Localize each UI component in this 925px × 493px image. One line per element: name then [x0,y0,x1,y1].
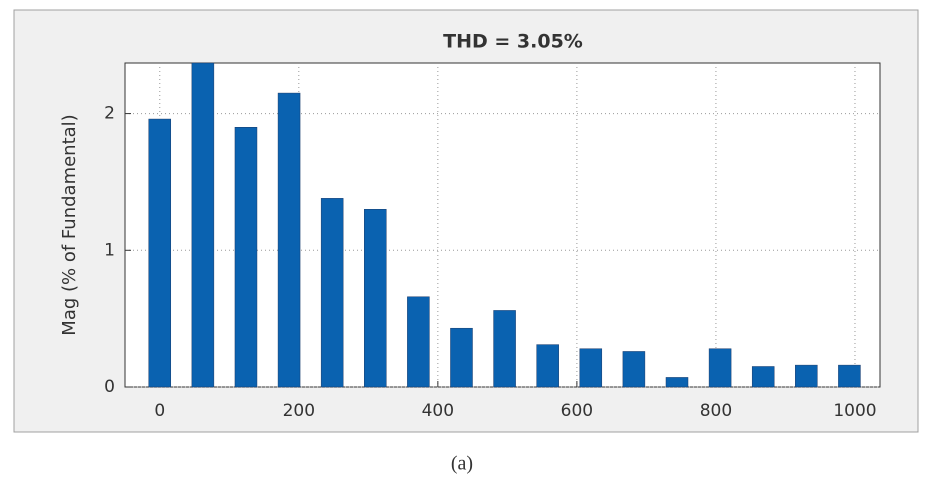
bar [234,127,258,388]
bar [751,366,775,388]
bar [148,118,172,388]
y-axis-label: Mag (% of Fundamental) [59,114,80,335]
x-tick-label: 800 [700,401,732,421]
bar [407,296,430,388]
bar [708,348,732,388]
bar [493,310,516,388]
x-tick-label: 600 [561,401,593,421]
chart-title: THD = 3.05% [443,31,583,53]
bar [536,344,559,388]
y-tick-label: 1 [104,240,115,260]
x-tick-label: 1000 [833,401,876,421]
caption: (a) [451,453,473,475]
y-tick-label: 2 [104,104,115,124]
x-tick-label: 200 [283,401,315,421]
bar [320,198,344,388]
bar [795,364,818,388]
bar [364,209,387,388]
x-tick-label: 400 [422,401,454,421]
bar [579,348,603,388]
bar [665,377,689,388]
y-tick-label: 0 [104,377,115,397]
bar [450,327,473,388]
bar [622,351,646,388]
bar [838,364,861,388]
x-tick-label: 0 [154,401,165,421]
bar [277,92,301,388]
bar [191,62,215,388]
